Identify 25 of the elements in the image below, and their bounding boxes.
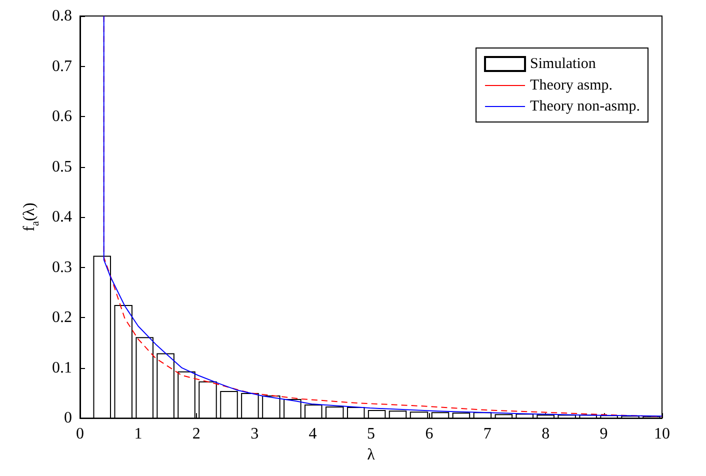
y-tick-label: 0: [64, 410, 72, 427]
x-tick-label: 3: [250, 426, 259, 443]
y-axis-title: fa(λ): [21, 202, 42, 232]
x-tick-label: 9: [600, 426, 608, 443]
x-tick-label: 5: [367, 426, 375, 443]
x-tick-label: 8: [542, 426, 550, 443]
x-tick-label: 10: [654, 426, 670, 443]
x-tick-label: 6: [425, 426, 434, 443]
y-tick-label: 0.7: [52, 58, 72, 75]
y-tick-label: 0.3: [52, 258, 72, 276]
x-axis-title: λ: [367, 446, 376, 464]
y-tick-label: 0.6: [52, 108, 72, 126]
legend-label: Simulation: [530, 56, 596, 72]
x-tick-label: 0: [76, 426, 84, 443]
y-tick-label: 0.4: [52, 208, 72, 226]
legend-label: Theory non-asmp.: [530, 98, 640, 114]
x-tick-label: 7: [483, 426, 492, 443]
x-tick-label: 2: [192, 426, 200, 443]
x-tick-label: 4: [308, 426, 317, 443]
y-tick-label: 0.2: [52, 309, 72, 326]
y-tick-label: 0.5: [52, 158, 72, 176]
y-tick-label: 0.1: [52, 359, 72, 376]
x-tick-label: 1: [134, 426, 142, 443]
legend-label: Theory asmp.: [530, 78, 613, 94]
y-tick-label: 0.8: [52, 8, 72, 24]
